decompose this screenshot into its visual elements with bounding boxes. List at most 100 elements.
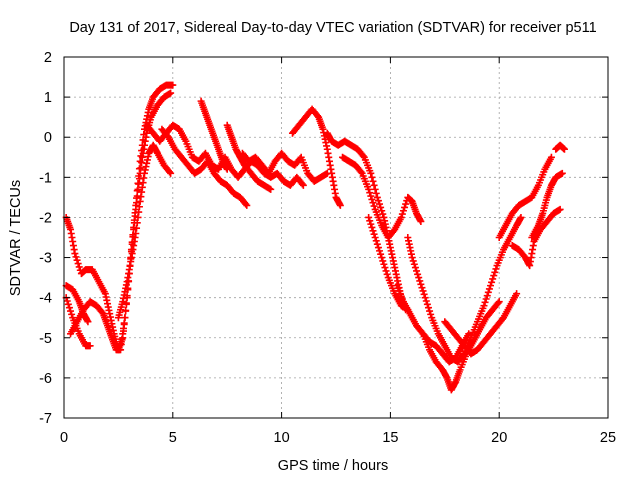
series-track-12 <box>339 153 425 241</box>
y-tick-label: -5 <box>39 331 52 347</box>
data-point <box>370 202 378 210</box>
data-point <box>366 189 374 197</box>
data-point <box>411 264 419 272</box>
y-tick-label: -2 <box>39 210 52 226</box>
data-point <box>75 263 83 271</box>
chart-title: Day 131 of 2017, Sidereal Day-to-day VTE… <box>69 20 596 36</box>
data-point <box>399 207 407 215</box>
series-track-6 <box>158 125 251 209</box>
data-point <box>489 275 497 283</box>
data-point <box>418 284 426 292</box>
data-point <box>459 351 467 359</box>
data-point <box>556 205 564 213</box>
data-point <box>382 267 390 275</box>
y-tick-label: -3 <box>39 251 52 267</box>
series-track-3 <box>62 282 92 326</box>
data-point <box>223 165 231 173</box>
data-point <box>84 318 92 326</box>
data-point <box>383 270 391 278</box>
x-tick-label: 5 <box>169 430 177 446</box>
data-point <box>422 297 430 305</box>
data-point <box>73 256 81 264</box>
data-point <box>359 152 367 160</box>
data-point <box>480 302 488 310</box>
series-track-7 <box>197 97 231 173</box>
y-tick-label: 2 <box>44 50 52 66</box>
data-point <box>397 213 405 221</box>
data-point <box>410 260 418 268</box>
y-tick-label: -7 <box>39 411 52 427</box>
data-point <box>376 247 384 255</box>
data-point <box>121 314 129 322</box>
data-point <box>298 180 306 188</box>
data-point <box>267 185 275 193</box>
y-tick-label: -4 <box>39 291 52 307</box>
data-point <box>373 193 381 201</box>
data-point <box>370 230 378 238</box>
data-point <box>371 185 379 193</box>
data-point <box>414 270 422 278</box>
plot-frame <box>63 56 609 419</box>
data-point <box>420 290 428 298</box>
data-point <box>491 268 499 276</box>
data-point <box>494 299 502 307</box>
data-point <box>409 257 417 265</box>
data-point <box>421 294 429 302</box>
y-tick-label: 0 <box>44 130 52 146</box>
data-point <box>74 260 82 268</box>
data-point <box>167 169 175 177</box>
data-point <box>299 181 307 189</box>
data-point <box>379 257 387 265</box>
series-track-15 <box>404 213 525 366</box>
data-point <box>377 250 385 258</box>
y-tick-label: 1 <box>44 90 52 106</box>
data-point <box>65 304 73 312</box>
data-point <box>486 282 494 290</box>
data-point <box>424 304 432 312</box>
data-point <box>495 298 503 306</box>
data-point <box>417 280 425 288</box>
x-tick-label: 15 <box>382 430 398 446</box>
data-point <box>378 254 386 262</box>
data-point <box>426 307 434 315</box>
data-point <box>369 199 377 207</box>
series-track-21 <box>552 141 568 153</box>
data-point <box>68 310 76 318</box>
data-point <box>492 265 500 273</box>
data-point <box>63 297 71 305</box>
data-point <box>465 330 473 338</box>
data-point <box>415 274 423 282</box>
data-point <box>367 220 375 228</box>
data-point <box>513 290 521 298</box>
data-point <box>401 203 409 211</box>
data-point <box>336 201 344 209</box>
y-tick-label: -6 <box>39 371 52 387</box>
x-tick-label: 0 <box>60 430 68 446</box>
data-point <box>481 298 489 306</box>
data-point <box>374 244 382 252</box>
data-point <box>373 240 381 248</box>
data-point <box>558 169 566 177</box>
series-track-9 <box>238 149 331 185</box>
data-point <box>71 250 79 258</box>
tick-labels: 0 5 10 15 20 25 -7 -6 -5 -4 -3 -2 -1 0 1 2 <box>39 50 616 446</box>
data-point <box>242 200 250 208</box>
data-point <box>357 168 365 176</box>
data-point <box>381 264 389 272</box>
series-track-19 <box>508 205 564 270</box>
x-tick-label: 25 <box>600 430 616 446</box>
data-point <box>484 288 492 296</box>
data-point <box>376 200 384 208</box>
data-point <box>369 227 377 235</box>
data-point <box>374 197 382 205</box>
data-point <box>167 89 175 97</box>
data-point <box>398 210 406 218</box>
y-tick-label: -1 <box>39 170 52 186</box>
data-point <box>122 299 130 307</box>
data-point <box>365 213 373 221</box>
data-point <box>243 201 251 209</box>
y-axis-label: SDTVAR / TECUs <box>8 180 24 296</box>
data-point <box>490 272 498 280</box>
